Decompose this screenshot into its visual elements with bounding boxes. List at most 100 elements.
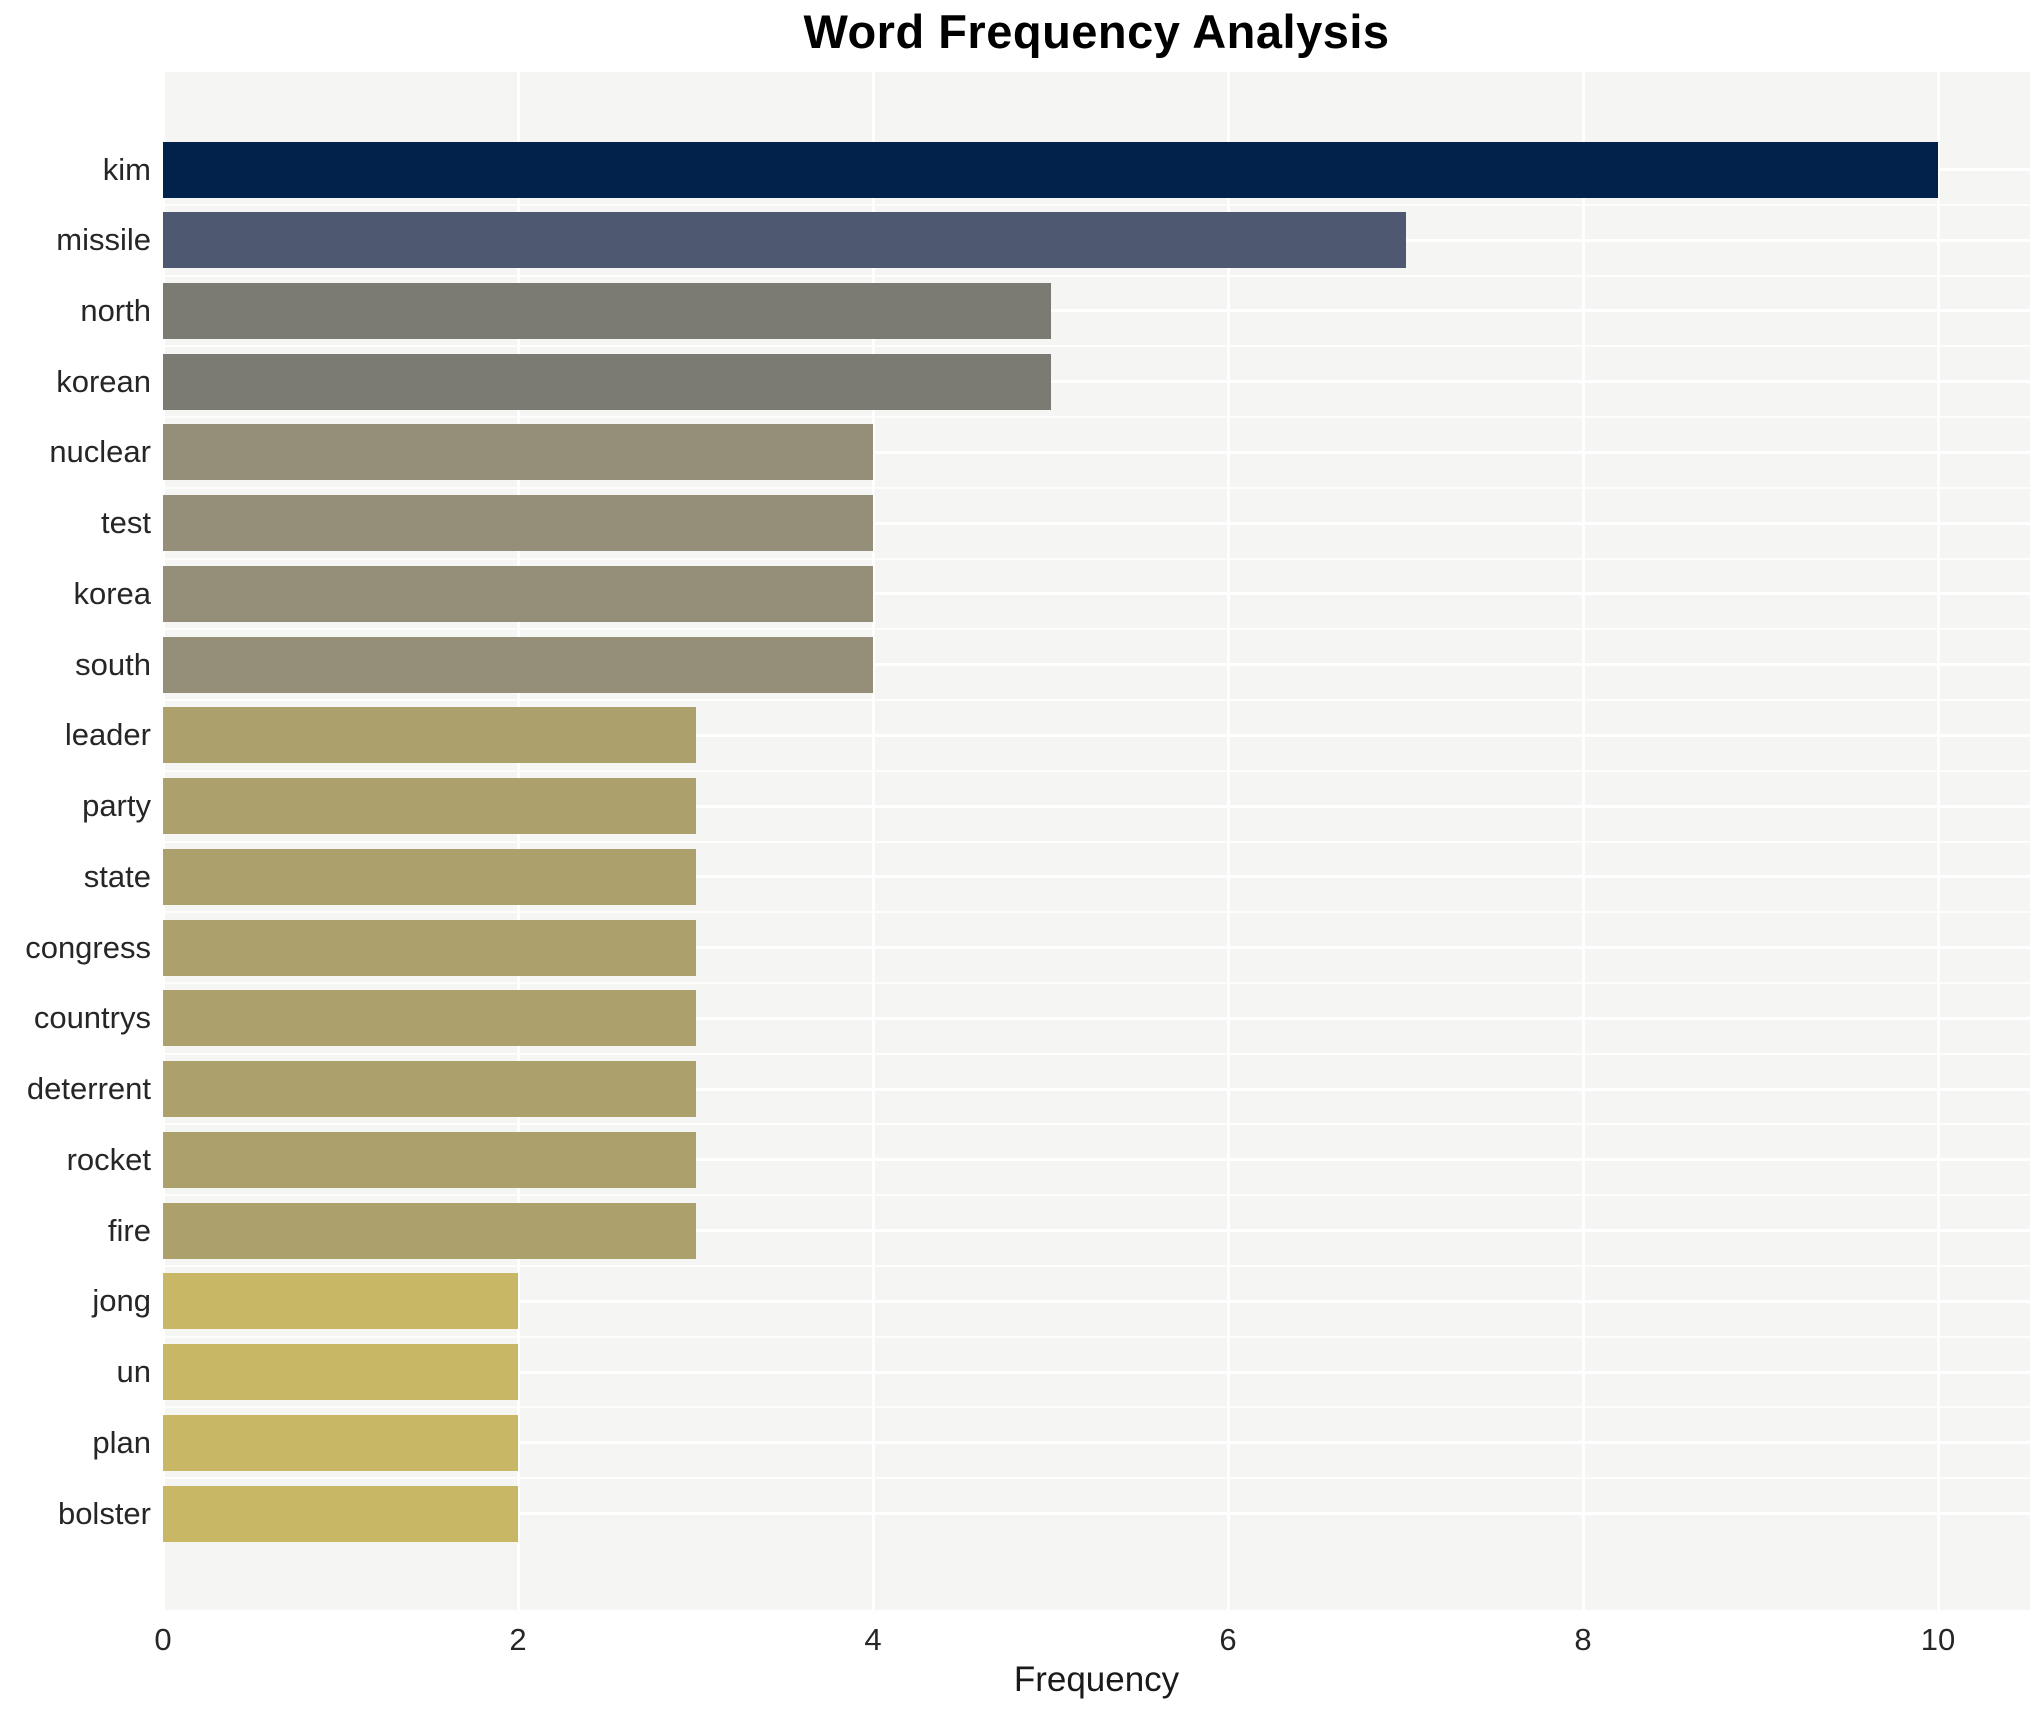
horizontal-gridline-major xyxy=(163,521,2030,525)
horizontal-gridline-minor xyxy=(163,840,2030,843)
horizontal-gridline-minor xyxy=(163,911,2030,914)
bar xyxy=(163,495,873,552)
horizontal-gridline-minor xyxy=(163,982,2030,984)
horizontal-gridline-major xyxy=(163,804,2030,808)
horizontal-gridline-major xyxy=(163,875,2030,879)
bar-row: plan xyxy=(0,1414,2044,1471)
horizontal-gridline-minor xyxy=(163,1052,2030,1055)
horizontal-gridline-major xyxy=(163,309,2030,313)
bar-row: missile xyxy=(0,212,2044,269)
category-label: korea xyxy=(73,575,151,611)
x-tick-label: 8 xyxy=(1574,1622,1592,1657)
horizontal-gridline-minor xyxy=(163,1264,2030,1267)
category-label: plan xyxy=(92,1424,151,1460)
category-label: kim xyxy=(102,151,151,187)
category-label: north xyxy=(80,292,151,328)
bar xyxy=(163,707,696,764)
horizontal-gridline-minor xyxy=(163,1335,2030,1338)
horizontal-gridline-minor xyxy=(163,557,2030,560)
bar xyxy=(163,424,873,481)
bar-row: congress xyxy=(0,919,2044,976)
horizontal-gridline-major xyxy=(163,1229,2030,1233)
horizontal-gridline-minor xyxy=(163,416,2030,419)
bar-row: korean xyxy=(0,353,2044,410)
category-label: jong xyxy=(92,1283,151,1319)
bar xyxy=(163,990,696,1047)
category-label: test xyxy=(101,505,151,541)
horizontal-gridline-major xyxy=(163,1441,2030,1445)
category-label: deterrent xyxy=(26,1071,151,1107)
bar xyxy=(163,636,873,693)
category-label: countrys xyxy=(33,1000,151,1036)
category-label: south xyxy=(75,646,151,682)
bar xyxy=(163,212,1406,269)
horizontal-gridline-major xyxy=(163,1016,2030,1020)
horizontal-gridline-major xyxy=(163,1087,2030,1091)
bar xyxy=(163,1131,696,1188)
horizontal-gridline-minor xyxy=(163,274,2030,277)
category-label: party xyxy=(82,788,151,824)
bar-row: state xyxy=(0,848,2044,905)
bar-row: leader xyxy=(0,707,2044,764)
bar xyxy=(163,778,696,835)
bar-row: countrys xyxy=(0,990,2044,1047)
horizontal-gridline-minor xyxy=(163,1477,2030,1480)
bar-row: kim xyxy=(0,141,2044,198)
category-label: korean xyxy=(56,363,151,399)
bar xyxy=(163,1061,696,1118)
horizontal-gridline-major xyxy=(163,380,2030,384)
x-tick-label: 0 xyxy=(154,1622,172,1657)
horizontal-gridline-major xyxy=(163,946,2030,950)
bar-row: north xyxy=(0,282,2044,339)
bar-row: jong xyxy=(0,1273,2044,1330)
horizontal-gridline-minor xyxy=(163,203,2030,206)
bar-row: korea xyxy=(0,565,2044,622)
horizontal-gridline-major xyxy=(163,733,2030,737)
bar xyxy=(163,1485,518,1542)
bar xyxy=(163,1273,518,1330)
bar xyxy=(163,565,873,622)
bar-row: south xyxy=(0,636,2044,693)
category-label: rocket xyxy=(66,1141,151,1177)
horizontal-gridline-minor xyxy=(163,1406,2030,1409)
bar-row: deterrent xyxy=(0,1061,2044,1118)
bar-row: party xyxy=(0,778,2044,835)
bar xyxy=(163,1414,518,1471)
bar xyxy=(163,848,696,905)
bar xyxy=(163,919,696,976)
horizontal-gridline-major xyxy=(163,1370,2030,1374)
horizontal-gridline-minor xyxy=(163,769,2030,772)
x-tick-label: 4 xyxy=(864,1622,882,1657)
bar xyxy=(163,353,1051,410)
category-label: state xyxy=(83,858,151,894)
horizontal-gridline-major xyxy=(163,663,2030,667)
horizontal-gridline-major xyxy=(163,450,2030,454)
bar xyxy=(163,141,1938,198)
x-tick-label: 10 xyxy=(1920,1622,1956,1657)
category-label: congress xyxy=(25,929,151,965)
x-tick-label: 6 xyxy=(1219,1622,1237,1657)
horizontal-gridline-major xyxy=(163,592,2030,596)
bar-row: test xyxy=(0,495,2044,552)
horizontal-gridline-major xyxy=(163,1299,2030,1303)
category-label: leader xyxy=(64,717,151,753)
x-axis-label: Frequency xyxy=(1013,1660,1180,1699)
bar xyxy=(163,1202,696,1259)
bar-row: fire xyxy=(0,1202,2044,1259)
category-label: fire xyxy=(107,1212,151,1248)
horizontal-gridline-minor xyxy=(163,1123,2030,1126)
category-label: un xyxy=(116,1354,151,1390)
category-label: missile xyxy=(56,222,151,258)
bar-row: un xyxy=(0,1344,2044,1401)
bar xyxy=(163,282,1051,339)
bar-row: bolster xyxy=(0,1485,2044,1542)
horizontal-gridline-minor xyxy=(163,345,2030,348)
horizontal-gridline-major xyxy=(163,1158,2030,1162)
chart-title: Word Frequency Analysis xyxy=(803,5,1390,58)
horizontal-gridline-major xyxy=(163,1512,2030,1516)
bar-row: rocket xyxy=(0,1131,2044,1188)
horizontal-gridline-minor xyxy=(163,628,2030,631)
horizontal-gridline-minor xyxy=(163,486,2030,489)
